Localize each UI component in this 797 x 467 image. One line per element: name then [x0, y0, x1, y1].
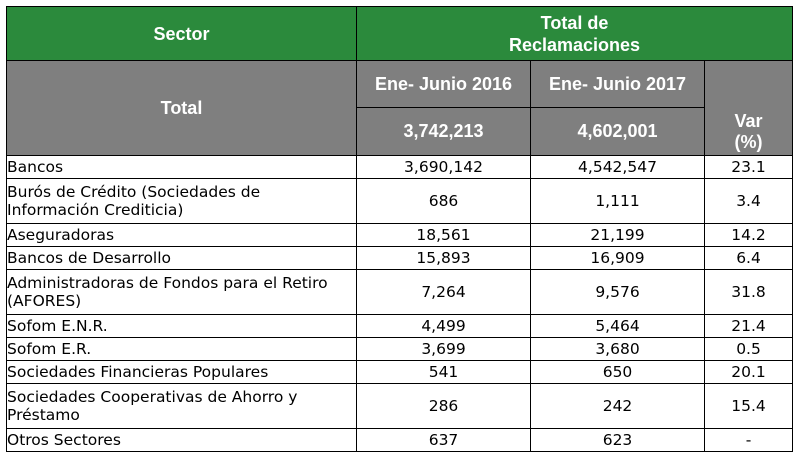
value-2017: 623 — [530, 428, 705, 452]
sector-name: Burós de Crédito (Sociedades de Informac… — [6, 178, 357, 224]
sector-header: Sector — [6, 6, 357, 61]
value-2017: 9,576 — [530, 269, 705, 315]
table-row: Otros Sectores 637 623 - — [6, 428, 794, 452]
var-percent: 21.4 — [703, 314, 794, 338]
value-2017: 650 — [530, 360, 705, 384]
value-2016: 3,699 — [356, 337, 531, 361]
value-2016: 3,690,142 — [356, 155, 531, 179]
sector-name: Otros Sectores — [6, 428, 357, 452]
sector-name: Sofom E.N.R. — [6, 314, 357, 338]
var-percent: - — [703, 428, 794, 452]
table-row: Sociedades Financieras Populares 541 650… — [6, 360, 794, 384]
sector-name: Sociedades Financieras Populares — [6, 360, 357, 384]
sector-name: Bancos de Desarrollo — [6, 246, 357, 270]
total-2016-value: 3,742,213 — [356, 107, 531, 156]
header-row-totals: 3,742,213 4,602,001 — [7, 107, 793, 156]
table-row: Sociedades Cooperativas de Ahorro y Prés… — [6, 383, 794, 429]
header-row-top: Sector Total de Reclamaciones — [6, 6, 794, 61]
table-row: Sofom E.R. 3,699 3,680 0.5 — [6, 337, 794, 361]
table-row: Administradoras de Fondos para el Retiro… — [6, 269, 794, 315]
value-2017: 5,464 — [530, 314, 705, 338]
period-2016-header: Ene- Junio 2016 — [356, 60, 531, 108]
header-row-periods: Total Ene- Junio 2016 Ene- Junio 2017 Va… — [6, 60, 794, 156]
table-row: Bancos de Desarrollo 15,893 16,909 6.4 — [6, 246, 794, 270]
var-percent: 20.1 — [703, 360, 794, 384]
value-2017: 1,111 — [530, 178, 705, 224]
value-2016: 286 — [356, 383, 531, 429]
value-2016: 4,499 — [356, 314, 531, 338]
table-row: Aseguradoras 18,561 21,199 14.2 — [6, 223, 794, 247]
value-2016: 637 — [356, 428, 531, 452]
var-percent: 31.8 — [703, 269, 794, 315]
var-percent: 3.4 — [703, 178, 794, 224]
sector-name: Administradoras de Fondos para el Retiro… — [6, 269, 357, 315]
value-2016: 686 — [356, 178, 531, 224]
sector-name: Sociedades Cooperativas de Ahorro y Prés… — [6, 383, 357, 429]
var-percent: 15.4 — [703, 383, 794, 429]
sector-name: Aseguradoras — [6, 223, 357, 247]
value-2017: 21,199 — [530, 223, 705, 247]
claims-table: Sector Total de Reclamaciones Total Ene-… — [6, 6, 794, 452]
var-percent: 14.2 — [703, 223, 794, 247]
value-2017: 4,542,547 — [530, 155, 705, 179]
value-2017: 16,909 — [530, 246, 705, 270]
total-label: Total — [6, 60, 357, 156]
var-percent-header: Var (%) — [703, 60, 794, 156]
value-2017: 3,680 — [530, 337, 705, 361]
period-2017-header: Ene- Junio 2017 — [530, 60, 705, 108]
value-2016: 541 — [356, 360, 531, 384]
total-2017-value: 4,602,001 — [530, 107, 705, 156]
value-2017: 242 — [530, 383, 705, 429]
var-percent: 0.5 — [703, 337, 794, 361]
value-2016: 18,561 — [356, 223, 531, 247]
table-row: Bancos 3,690,142 4,542,547 23.1 — [6, 155, 794, 179]
var-percent: 6.4 — [703, 246, 794, 270]
total-claims-header: Total de Reclamaciones — [355, 6, 794, 61]
var-percent: 23.1 — [703, 155, 794, 179]
table-row: Sofom E.N.R. 4,499 5,464 21.4 — [6, 314, 794, 338]
table-row: Burós de Crédito (Sociedades de Informac… — [6, 178, 794, 224]
sector-name: Bancos — [6, 155, 357, 179]
value-2016: 15,893 — [356, 246, 531, 270]
sector-name: Sofom E.R. — [6, 337, 357, 361]
value-2016: 7,264 — [356, 269, 531, 315]
